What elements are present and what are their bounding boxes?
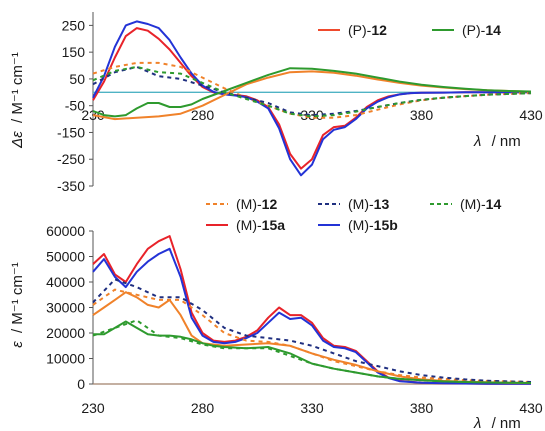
legend-prefix: (M)- xyxy=(236,196,262,212)
cd-y-axis-label: Δε / M⁻¹ cm⁻¹ xyxy=(9,52,26,149)
legend-compound: 14 xyxy=(486,196,502,212)
series-line-M15b xyxy=(92,247,531,385)
series-line-P15b xyxy=(92,20,531,177)
series-line-M13 xyxy=(92,278,532,383)
uv-y-symbol: ε xyxy=(9,341,26,348)
cd-legend: (P)-12 (P)-14 xyxy=(318,22,501,38)
y-tick-label: -350 xyxy=(57,178,85,194)
series-line-M14 xyxy=(92,65,532,118)
uv-x-unit: / nm xyxy=(492,415,521,431)
legend-prefix: (M)- xyxy=(236,217,262,233)
uv-x-axis-label: λ / nm xyxy=(473,415,521,431)
legend-label: (M)-12 xyxy=(236,196,277,212)
cd-y-ticks: 250 150 50 -50 -150 -250 -350 xyxy=(57,17,93,194)
y-tick-label: 250 xyxy=(62,17,86,33)
legend-prefix: (M)- xyxy=(460,196,486,212)
y-tick-label: -50 xyxy=(65,98,85,114)
legend-compound: 12 xyxy=(371,22,387,38)
x-tick-label: 230 xyxy=(81,400,105,416)
cd-y-symbol: Δε xyxy=(9,131,26,149)
y-tick-label: 30000 xyxy=(46,300,85,316)
cd-y-unit: / M⁻¹ cm⁻¹ xyxy=(9,52,26,123)
uv-x-symbol: λ xyxy=(473,415,481,431)
y-tick-label: 150 xyxy=(62,44,86,60)
legend-compound: 15a xyxy=(262,217,286,233)
series-line-M14 xyxy=(92,319,532,384)
y-tick-label: 50000 xyxy=(46,249,85,265)
cd-x-symbol: λ xyxy=(473,133,481,150)
series-line-M15a xyxy=(92,235,531,385)
y-tick-label: 0 xyxy=(77,376,85,392)
legend-compound: 13 xyxy=(374,196,390,212)
uv-legend: (M)-12 (M)-13 (M)-14(M)-15a (M)-15b xyxy=(206,196,501,233)
legend-label: (P)-14 xyxy=(462,22,501,38)
x-tick-label: 430 xyxy=(519,107,543,123)
y-tick-label: 20000 xyxy=(46,325,85,341)
uv-panel: 60000 50000 40000 30000 20000 10000 0 230 280 33… xyxy=(9,196,543,431)
legend-label: (P)-12 xyxy=(348,22,387,38)
legend-prefix: (P)- xyxy=(462,22,486,38)
cd-x-axis-label: λ / nm xyxy=(473,133,521,150)
legend-prefix: (P)- xyxy=(348,22,372,38)
uv-series xyxy=(92,235,532,385)
series-line-P15a xyxy=(92,27,531,170)
uv-x-ticks: 230 280 330 380 430 xyxy=(81,400,543,416)
legend-prefix: (M)- xyxy=(348,196,374,212)
legend-label: (M)-15b xyxy=(348,217,398,233)
y-tick-label: 60000 xyxy=(46,223,85,239)
legend-compound: 15b xyxy=(374,217,398,233)
cd-x-unit: / nm xyxy=(492,133,521,150)
legend-compound: 14 xyxy=(485,22,501,38)
uv-y-axis-label: ε / M⁻¹ cm⁻¹ xyxy=(9,262,26,348)
x-tick-label: 280 xyxy=(191,107,215,123)
legend-compound: 12 xyxy=(262,196,278,212)
x-tick-label: 280 xyxy=(191,400,215,416)
series-line-M12s xyxy=(92,291,532,384)
x-tick-label: 330 xyxy=(300,400,324,416)
y-tick-label: -250 xyxy=(57,151,85,167)
series-line-M14s xyxy=(93,320,532,384)
legend-label: (M)-13 xyxy=(348,196,389,212)
y-tick-label: 50 xyxy=(69,71,85,87)
cd-series xyxy=(92,20,532,177)
legend-prefix: (M)- xyxy=(348,217,374,233)
x-tick-label: 380 xyxy=(410,107,434,123)
legend-label: (M)-15a xyxy=(236,217,285,233)
y-tick-label: -150 xyxy=(57,124,85,140)
uv-y-ticks: 60000 50000 40000 30000 20000 10000 0 xyxy=(46,223,93,392)
x-tick-label: 330 xyxy=(300,107,324,123)
y-tick-label: 10000 xyxy=(46,351,85,367)
series-line-P14 xyxy=(92,67,532,118)
cd-x-ticks: 230 280 330 380 430 xyxy=(81,107,543,123)
legend-label: (M)-14 xyxy=(460,196,501,212)
x-tick-label: 430 xyxy=(519,400,543,416)
uv-y-unit: / M⁻¹ cm⁻¹ xyxy=(9,262,26,333)
x-tick-label: 380 xyxy=(410,400,434,416)
y-tick-label: 40000 xyxy=(46,274,85,290)
